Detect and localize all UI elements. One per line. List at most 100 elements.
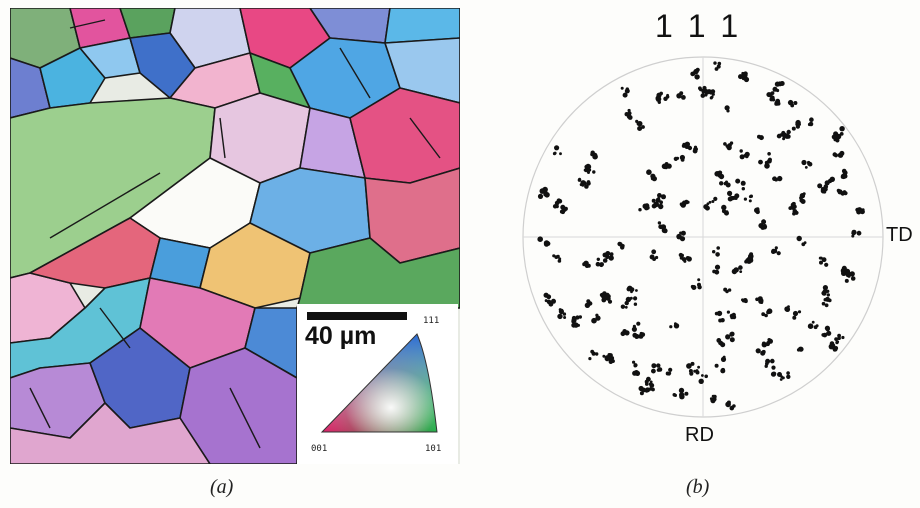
pole-point [578,177,582,181]
pole-point [620,331,626,337]
pole-point [679,392,685,398]
pole-point [720,342,726,348]
pole-point [548,301,554,307]
pole-point [580,180,586,186]
grain [384,37,460,104]
pole-point [839,132,844,136]
pole-point [596,257,600,261]
pole-point [815,324,819,328]
pole-point [557,313,563,320]
pole-point [799,196,803,200]
pole-point [743,154,747,158]
pole-point [782,132,788,139]
pole-point [609,252,614,257]
pole-point [742,298,748,303]
pole-point [761,312,766,317]
pole-point [792,209,798,214]
pole-point [719,181,724,186]
td-axis-label: TD [886,224,913,246]
pole-point [627,108,631,113]
pole-point [712,269,716,274]
pole-point [681,95,686,100]
pole-point [831,134,837,140]
pole-point [544,299,548,303]
pole-point [704,93,708,97]
pole-point [741,187,745,191]
twin-boundary [29,387,51,429]
pole-point [722,356,726,360]
pole-point [740,180,746,186]
rd-axis-label: RD [685,424,714,446]
pole-point [657,193,662,198]
pole-point [727,288,732,292]
pole-point [772,176,777,181]
pole-point [765,342,770,347]
pole-point [666,163,672,169]
pole-point [545,241,551,246]
pole-point [584,302,591,308]
pole-point [632,370,638,376]
pole-point [636,121,642,126]
pole-point [652,257,656,261]
pole-point [632,332,638,338]
pole-point [851,234,855,238]
pole-point [646,169,652,175]
pole-point [633,302,638,306]
pole-point [716,64,721,69]
pole-point [632,360,636,364]
pole-point [706,202,710,206]
pole-point [552,254,556,258]
pole-point [638,385,644,392]
pole-point [774,246,778,250]
pole-point [741,298,744,302]
pole-point [835,138,840,143]
pole-point [738,74,743,80]
pole-figure-title: 1 1 1 [655,8,742,44]
pole-point [832,152,837,157]
pole-point [679,231,682,235]
pole-point [624,88,630,94]
pole-point [607,299,613,304]
pole-point [824,180,830,186]
ipf-label-101: 101 [425,444,442,454]
pole-point [798,122,801,126]
pole-point [824,303,829,308]
pole-point [668,367,673,372]
pole-point [658,203,664,210]
pole-point [710,95,714,99]
ipf-color-key [320,333,438,433]
pole-point [823,187,828,192]
pole-point [725,334,731,340]
pole-point [714,264,721,270]
pole-point [680,230,686,236]
pole-point [674,322,677,326]
pole-point [811,320,815,324]
pole-point [713,61,717,65]
pole-point [781,376,785,380]
pole-point [602,354,606,358]
pole-point [641,125,645,129]
pole-point [807,122,812,127]
pole-point [607,297,611,301]
pole-point [602,258,608,263]
pole-point [651,249,657,255]
pole-point [837,152,844,158]
pole-point [730,315,734,320]
pole-point [655,202,659,206]
pole-point [717,174,721,178]
pole-point [686,200,690,204]
pole-point [786,129,791,135]
pole-point [817,183,823,189]
pole-point [772,86,778,92]
pole-point [779,378,783,381]
pole-point [584,184,589,189]
pole-point [620,304,626,309]
pole-point [764,313,768,318]
pole-point [651,198,656,203]
pole-point [837,336,841,341]
pole-point [659,200,663,205]
pole-point [602,294,608,301]
twin-boundary [409,117,441,159]
pole-point [825,296,830,302]
pole-point [787,99,794,106]
